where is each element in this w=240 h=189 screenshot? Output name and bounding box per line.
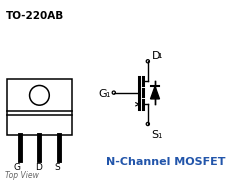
Circle shape	[146, 122, 150, 126]
Text: D: D	[35, 163, 42, 172]
Circle shape	[30, 85, 49, 105]
Bar	[7, 79, 72, 135]
Text: 1: 1	[157, 133, 161, 139]
Circle shape	[146, 60, 150, 63]
Text: G: G	[99, 89, 107, 99]
Polygon shape	[150, 86, 160, 99]
Text: S: S	[54, 163, 60, 172]
Text: D: D	[151, 50, 160, 60]
Text: 1: 1	[105, 92, 109, 98]
Text: N-Channel MOSFET: N-Channel MOSFET	[106, 157, 225, 167]
Text: S: S	[151, 130, 159, 140]
Text: Top View: Top View	[5, 171, 39, 180]
Text: G: G	[13, 163, 21, 172]
Text: TO-220AB: TO-220AB	[5, 11, 64, 21]
Circle shape	[112, 91, 115, 94]
Text: 1: 1	[157, 53, 161, 59]
